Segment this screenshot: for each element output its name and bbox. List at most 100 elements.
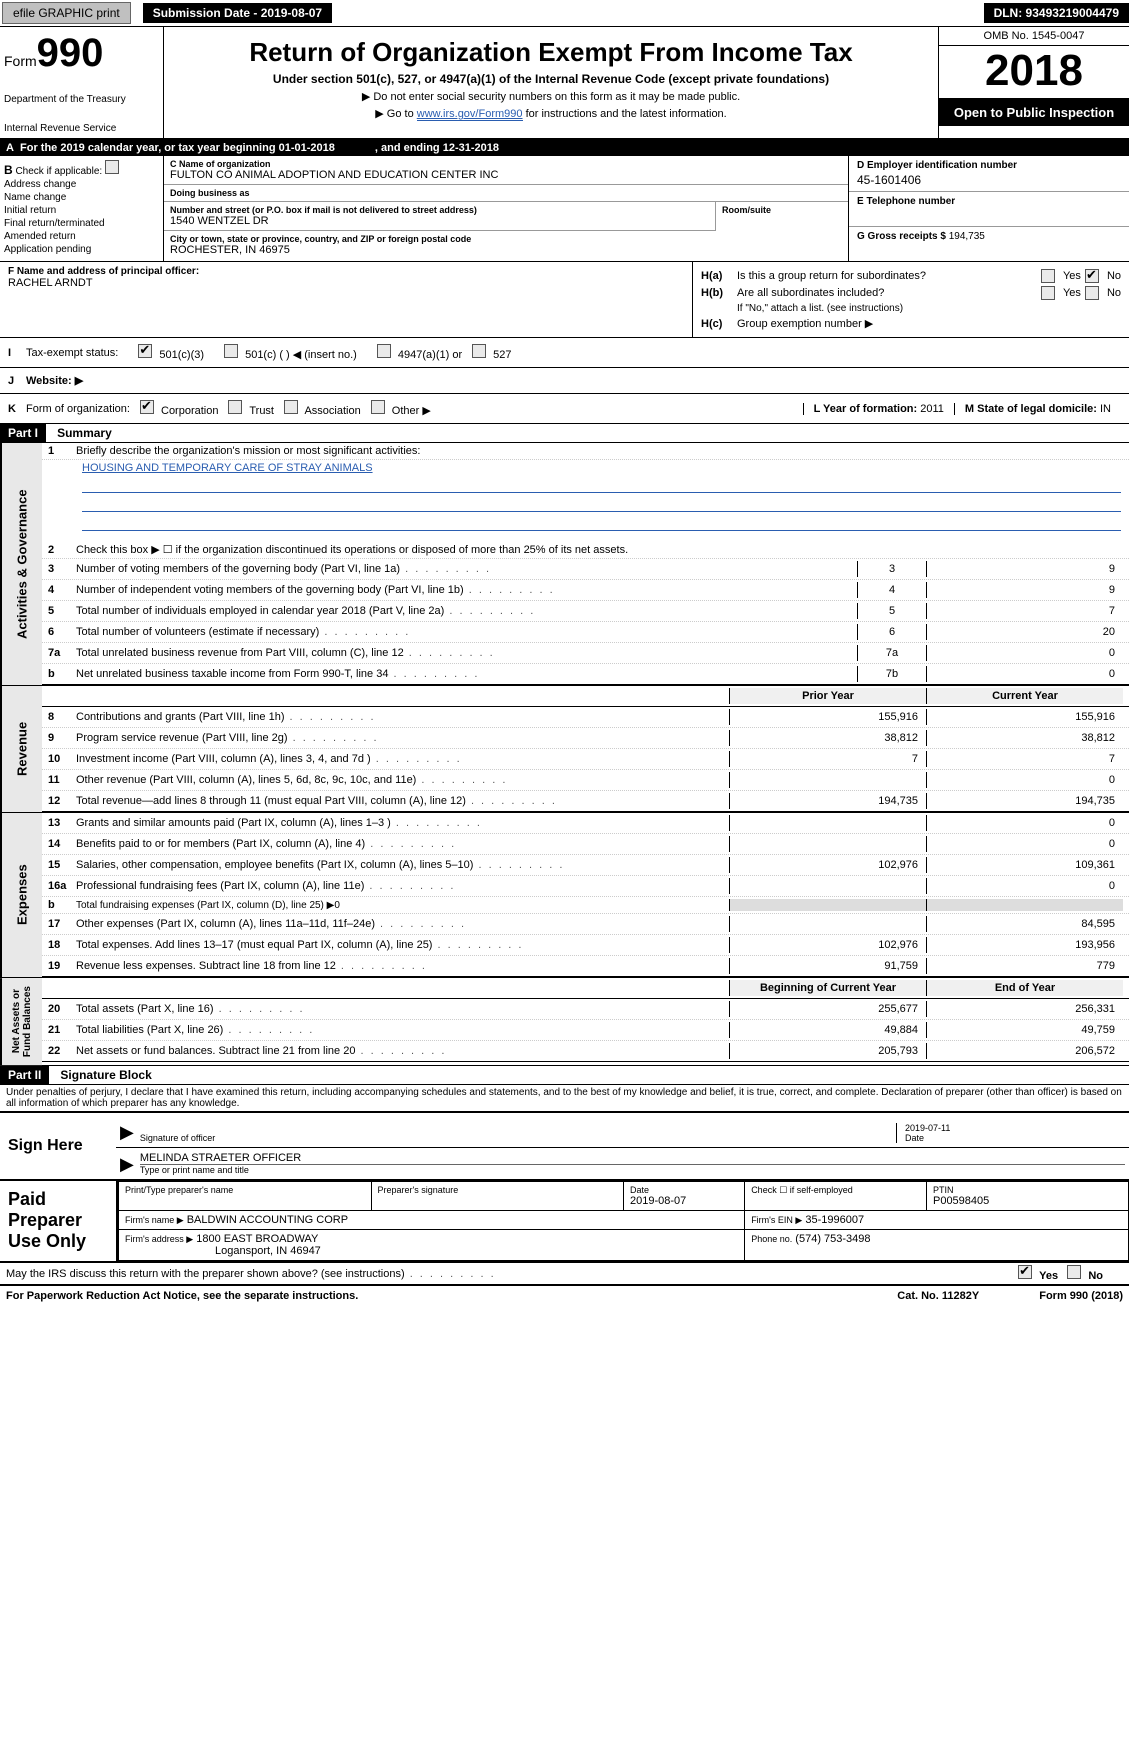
sig-line-1: ▶ Signature of officer 2019-07-11 Date [116, 1113, 1129, 1148]
phone-label: E Telephone number [857, 196, 1121, 207]
checkbox-icon[interactable] [472, 344, 486, 358]
self-employed-check[interactable]: Check ☐ if self-employed [745, 1182, 927, 1211]
letter-k: K [8, 403, 26, 415]
chk-final-return[interactable]: Final return/terminated [4, 218, 159, 229]
checkbox-icon[interactable] [1041, 269, 1055, 283]
line-desc: Net unrelated business taxable income fr… [76, 668, 857, 680]
line-num: 4 [48, 584, 76, 596]
lm-split: L Year of formation: 2011 M State of leg… [803, 403, 1121, 415]
line-num: 3 [48, 563, 76, 575]
table-row: 4 Number of independent voting members o… [42, 580, 1129, 601]
checkbox-icon[interactable] [1085, 286, 1099, 300]
website-label: Website: ▶ [26, 374, 83, 387]
curr-val: 109,361 [926, 857, 1123, 873]
na-header-row: Beginning of Current Year End of Year [42, 978, 1129, 999]
h-a-tag: H(a) [701, 270, 737, 282]
checkbox-icon[interactable] [1041, 286, 1055, 300]
checkbox-icon[interactable] [228, 400, 242, 414]
table-row: 10 Investment income (Part VIII, column … [42, 749, 1129, 770]
line-ref: 5 [857, 603, 926, 619]
paid-preparer-label: Paid Preparer Use Only [0, 1181, 118, 1261]
h-a-yn: Yes No [1041, 269, 1121, 283]
mission-blank-line [82, 478, 1121, 493]
line-val: 0 [926, 666, 1123, 682]
chk-address-change[interactable]: Address change [4, 179, 159, 190]
line-desc: Total unrelated business revenue from Pa… [76, 647, 857, 659]
signature-field[interactable]: Signature of officer [140, 1117, 896, 1143]
curr-val: 256,331 [926, 1001, 1123, 1017]
opt-527: 527 [493, 349, 511, 361]
mission-blank-line [82, 516, 1121, 531]
gross-receipts-cell: G Gross receipts $ 194,735 [849, 227, 1129, 261]
checkbox-icon[interactable] [1067, 1265, 1081, 1279]
part-1-title: Summary [49, 424, 120, 442]
prep-sig-label: Preparer's signature [378, 1185, 618, 1195]
table-row: 6 Total number of volunteers (estimate i… [42, 622, 1129, 643]
line-desc: Program service revenue (Part VIII, line… [76, 732, 729, 744]
chk-label: Address change [4, 179, 76, 190]
footer-right: Form 990 (2018) [1039, 1290, 1123, 1302]
table-row: b Total fundraising expenses (Part IX, c… [42, 897, 1129, 914]
line-val: 20 [926, 624, 1123, 640]
efile-button[interactable]: efile GRAPHIC print [2, 2, 131, 24]
h-b-line: H(b) Are all subordinates included? Yes … [701, 286, 1121, 300]
state-domicile: M State of legal domicile: IN [954, 403, 1121, 415]
prep-name-label: Print/Type preparer's name [125, 1185, 365, 1195]
checkbox-icon[interactable] [105, 160, 119, 174]
letter-b: B [4, 163, 13, 177]
prior-val: 194,735 [729, 793, 926, 809]
ln-1: 1 [48, 445, 76, 457]
sign-here-label: Sign Here [0, 1113, 116, 1179]
officer-label: F Name and address of principal officer: [8, 266, 684, 277]
table-row: 15 Salaries, other compensation, employe… [42, 855, 1129, 876]
curr-val: 155,916 [926, 709, 1123, 725]
tax-year-begin: For the 2019 calendar year, or tax year … [20, 142, 335, 154]
prep-date-label: Date [630, 1185, 738, 1195]
prior-val: 7 [729, 751, 926, 767]
table-row: 12 Total revenue—add lines 8 through 11 … [42, 791, 1129, 812]
chk-label: Application pending [4, 244, 91, 255]
penalty-statement: Under penalties of perjury, I declare th… [0, 1085, 1129, 1111]
line-2-desc: Check this box ▶ ☐ if the organization d… [76, 543, 1123, 556]
checkbox-icon[interactable] [371, 400, 385, 414]
prior-val: 91,759 [729, 958, 926, 974]
chk-name-change[interactable]: Name change [4, 192, 159, 203]
checkbox-icon[interactable] [140, 400, 154, 414]
line-desc: Total assets (Part X, line 16) [76, 1003, 729, 1015]
sign-fields: ▶ Signature of officer 2019-07-11 Date ▶… [116, 1113, 1129, 1179]
f-h-row: F Name and address of principal officer:… [0, 262, 1129, 338]
revenue-section: Revenue Prior Year Current Year 8 Contri… [0, 685, 1129, 812]
footer-catno: Cat. No. 11282Y [897, 1290, 979, 1302]
prior-val: 102,976 [729, 937, 926, 953]
city-value: ROCHESTER, IN 46975 [170, 244, 842, 256]
ln-2: 2 [48, 544, 76, 556]
discuss-yn: Yes No [998, 1265, 1123, 1282]
checkbox-icon[interactable] [284, 400, 298, 414]
ein-label: D Employer identification number [857, 160, 1121, 171]
table-row: Print/Type preparer's name Preparer's si… [119, 1182, 1129, 1211]
chk-initial-return[interactable]: Initial return [4, 205, 159, 216]
line-2: 2 Check this box ▶ ☐ if the organization… [42, 541, 1129, 559]
chk-label: Initial return [4, 205, 56, 216]
chk-amended[interactable]: Amended return [4, 231, 159, 242]
firm-name: BALDWIN ACCOUNTING CORP [187, 1214, 348, 1226]
line-desc: Number of voting members of the governin… [76, 563, 857, 575]
year-formation: L Year of formation: 2011 [803, 403, 954, 415]
line-num: 15 [48, 859, 76, 871]
irs-link[interactable]: www.irs.gov/Form990 [417, 108, 523, 121]
part-2-header-row: Part II Signature Block [0, 1066, 1129, 1085]
form-prefix: Form [4, 53, 37, 69]
checkbox-icon[interactable] [1018, 1265, 1032, 1279]
checkbox-icon[interactable] [1085, 269, 1099, 283]
opt-501c: 501(c) ( ) ◀ (insert no.) [245, 349, 357, 361]
chk-pending[interactable]: Application pending [4, 244, 159, 255]
checkbox-icon[interactable] [224, 344, 238, 358]
h-a-text: Is this a group return for subordinates? [737, 270, 926, 282]
check-applicable-label: Check if applicable: [15, 166, 102, 177]
checkbox-icon[interactable] [138, 344, 152, 358]
sig-line-2: ▶ MELINDA STRAETER OFFICER Type or print… [116, 1148, 1129, 1179]
mission-text: HOUSING AND TEMPORARY CARE OF STRAY ANIM… [82, 462, 373, 474]
sig-date-value: 2019-07-11 [905, 1123, 1125, 1133]
net-assets-section: Net Assets orFund Balances Beginning of … [0, 977, 1129, 1066]
checkbox-icon[interactable] [377, 344, 391, 358]
